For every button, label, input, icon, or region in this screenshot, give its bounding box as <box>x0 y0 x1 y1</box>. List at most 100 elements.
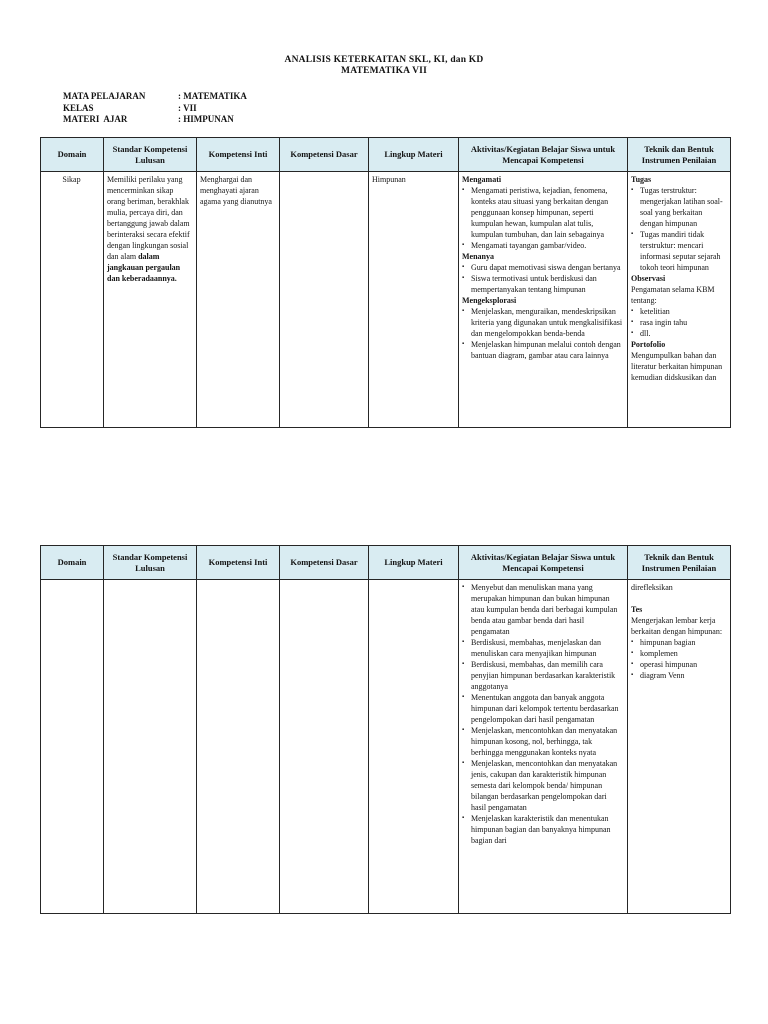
skl-ki-kd-table-1-cell-kd <box>279 171 369 428</box>
column-header-kd: Kompetensi Dasar <box>279 137 369 172</box>
header-row: Domain Standar Kompetensi Lulusan Kompeten… <box>40 137 731 172</box>
paragraph: Sikap <box>62 175 81 184</box>
bullet-marker-icon: ▪ <box>462 341 465 347</box>
skl-ki-kd-table-1-cell-ki: Menghargai dan menghayati ajaran agama y… <box>196 171 280 428</box>
paragraph: Mengerjakan lembar kerja berkaitan denga… <box>631 616 723 636</box>
bullet-item: ▪ Menjelaskan, mencontohkan dan menyataka… <box>462 725 623 758</box>
bullet-item: ▪ Menjelaskan, mencontohkan dan menyataka… <box>462 758 623 813</box>
table-header: Domain Standar Kompetensi Lulusan Kompeten… <box>40 545 731 580</box>
header-row: Domain Standar Kompetensi Lulusan Kompeten… <box>40 545 731 580</box>
paragraph: Mengumpulkan bahan dan literatur berkait… <box>631 351 723 382</box>
table-body: ▪ Menyebut dan menuliskan mana yang merup… <box>40 579 731 914</box>
bullet-item: ▪ Tugas terstruktur: mengerjakan latihan … <box>631 185 726 229</box>
bullet-marker-icon: ▪ <box>462 815 465 821</box>
plain-text: Memiliki perilaku yang mencerminkan sika… <box>107 175 190 261</box>
blank-line <box>631 593 726 604</box>
bullet-text: Siswa termotivasi untuk berdiskusi dan m… <box>471 274 597 294</box>
meta-value: : MATEMATIKA <box>178 91 247 101</box>
section-heading: Mengeksplorasi <box>462 296 517 305</box>
paragraph: Himpunan <box>372 175 406 184</box>
table-body: Sikap Memiliki perilaku yang mencerminkan… <box>40 171 731 428</box>
bullet-text: himpunan bagian <box>640 638 696 647</box>
bullet-item: ▪ Menjelaskan, menguraikan, mendeskripsik… <box>462 306 623 339</box>
bullet-item: ▪ Menjelaskan karakteristik dan menentuka… <box>462 813 623 846</box>
paragraph: Memiliki perilaku yang mencerminkan sika… <box>107 174 192 284</box>
bullet-text: Menyebut dan menuliskan mana yang merupa… <box>471 583 618 636</box>
bullet-text: komplemen <box>640 649 678 658</box>
skl-ki-kd-table-2-cell-lingkup <box>368 579 459 914</box>
bullet-item: ▪ ketelitian <box>631 306 726 317</box>
section-heading: Observasi <box>631 274 666 283</box>
skl-ki-kd-table-2: Domain Standar Kompetensi Lulusan Kompeten… <box>40 545 731 914</box>
bullet-text: ketelitian <box>640 307 670 316</box>
section-heading: Tugas <box>631 175 652 184</box>
bullet-text: Menjelaskan himpunan melalui contoh deng… <box>471 340 621 360</box>
bullet-text: Berdiskusi, membahas, menjelaskan dan me… <box>471 638 601 658</box>
meta-row-mata-pelajaran: MATA PELAJARAN : MATEMATIKA <box>63 91 247 103</box>
skl-ki-kd-table-2-cell-aktivitas: ▪ Menyebut dan menuliskan mana yang merup… <box>458 579 628 914</box>
column-header-domain: Domain <box>40 545 104 580</box>
bullet-item: ▪ Tugas mandiri tidak terstruktur: mencar… <box>631 229 726 273</box>
bullet-text: Berdiskusi, membahas, dan memilih cara p… <box>471 660 616 691</box>
column-header-aktivitas: Aktivitas/Kegiatan Belajar Siswa untuk M… <box>458 545 628 580</box>
section-heading: Mengamati <box>462 175 502 184</box>
table-row: ▪ Menyebut dan menuliskan mana yang merup… <box>40 579 731 914</box>
bullet-item: ▪ Mengamati tayangan gambar/video. <box>462 240 623 251</box>
skl-ki-kd-table-1: Domain Standar Kompetensi Lulusan Kompeten… <box>40 137 731 428</box>
bold-text: dalam jangkauan pergaulan dan keberadaan… <box>107 252 181 283</box>
column-header-aktivitas: Aktivitas/Kegiatan Belajar Siswa untuk M… <box>458 137 628 172</box>
table-row: Sikap Memiliki perilaku yang mencerminkan… <box>40 171 731 428</box>
meta-block: MATA PELAJARAN : MATEMATIKA KELAS : VII … <box>63 91 247 126</box>
bullet-marker-icon: ▪ <box>631 639 634 645</box>
bullet-marker-icon: ▪ <box>462 661 465 667</box>
meta-row-materi-ajar: MATERI AJAR : HIMPUNAN <box>63 114 247 126</box>
meta-label: MATA PELAJARAN <box>63 91 146 101</box>
bullet-marker-icon: ▪ <box>631 187 634 193</box>
meta-label: MATERI AJAR <box>63 114 128 124</box>
bullet-text: operasi himpunan <box>640 660 698 669</box>
column-header-skl: Standar Kompetensi Lulusan <box>103 137 197 172</box>
bullet-item: ▪ Mengamati peristiwa, kejadian, fenomena… <box>462 185 623 240</box>
bullet-marker-icon: ▪ <box>462 727 465 733</box>
bullet-text: Tugas mandiri tidak terstruktur: mencari… <box>640 230 721 272</box>
bullet-item: ▪ Siswa termotivasi untuk berdiskusi dan … <box>462 273 623 295</box>
bullet-marker-icon: ▪ <box>631 661 634 667</box>
bullet-marker-icon: ▪ <box>631 308 634 314</box>
bullet-item: ▪ Guru dapat memotivasi siswa dengan bert… <box>462 262 623 273</box>
skl-ki-kd-table-2-cell-skl <box>103 579 197 914</box>
bullet-text: Mengamati tayangan gambar/video. <box>471 241 587 250</box>
doc-title-line1: ANALISIS KETERKAITAN SKL, KI, dan KD <box>284 55 484 65</box>
column-header-kd: Kompetensi Dasar <box>279 545 369 580</box>
skl-ki-kd-table-2-cell-domain <box>40 579 104 914</box>
column-header-domain: Domain <box>40 137 104 172</box>
bullet-text: Menjelaskan, mencontohkan dan menyatakan… <box>471 726 618 757</box>
bullet-marker-icon: ▪ <box>462 584 465 590</box>
column-header-teknik: Teknik dan Bentuk Instrumen Penilaian <box>627 545 731 580</box>
section-heading: Portofolio <box>631 340 666 349</box>
bullet-marker-icon: ▪ <box>462 242 465 248</box>
bullet-text: rasa ingin tahu <box>640 318 688 327</box>
skl-ki-kd-table-1-cell-skl: Memiliki perilaku yang mencerminkan sika… <box>103 171 197 428</box>
paragraph: Pengamatan selama KBM tentang: <box>631 285 715 305</box>
table-header: Domain Standar Kompetensi Lulusan Kompeten… <box>40 137 731 172</box>
column-header-lingkup: Lingkup Materi <box>368 137 459 172</box>
bullet-text: Menjelaskan, mencontohkan dan menyatakan… <box>471 759 618 812</box>
bullet-marker-icon: ▪ <box>462 187 465 193</box>
bullet-text: Tugas terstruktur: mengerjakan latihan s… <box>640 186 723 228</box>
section-heading: Menanya <box>462 252 494 261</box>
column-header-skl: Standar Kompetensi Lulusan <box>103 545 197 580</box>
skl-ki-kd-table-1-cell-aktivitas: Mengamati ▪ Mengamati peristiwa, kejadian,… <box>458 171 628 428</box>
bullet-item: ▪ Menentukan anggota dan banyak anggota h… <box>462 692 623 725</box>
bullet-marker-icon: ▪ <box>462 639 465 645</box>
bullet-item: ▪ operasi himpunan <box>631 659 726 670</box>
skl-ki-kd-table-2-cell-ki <box>196 579 280 914</box>
skl-ki-kd-table-1-cell-teknik: Tugas ▪ Tugas terstruktur: mengerjakan lat… <box>627 171 731 428</box>
bullet-marker-icon: ▪ <box>462 760 465 766</box>
column-header-lingkup: Lingkup Materi <box>368 545 459 580</box>
meta-value: : VII <box>178 102 197 113</box>
column-header-ki: Kompetensi Inti <box>196 545 280 580</box>
bullet-item: ▪ dll. <box>631 328 726 339</box>
bullet-item: ▪ rasa ingin tahu <box>631 317 726 328</box>
bullet-text: Mengamati peristiwa, kejadian, fenomena,… <box>471 186 609 239</box>
bullet-item: ▪ diagram Venn <box>631 670 726 681</box>
